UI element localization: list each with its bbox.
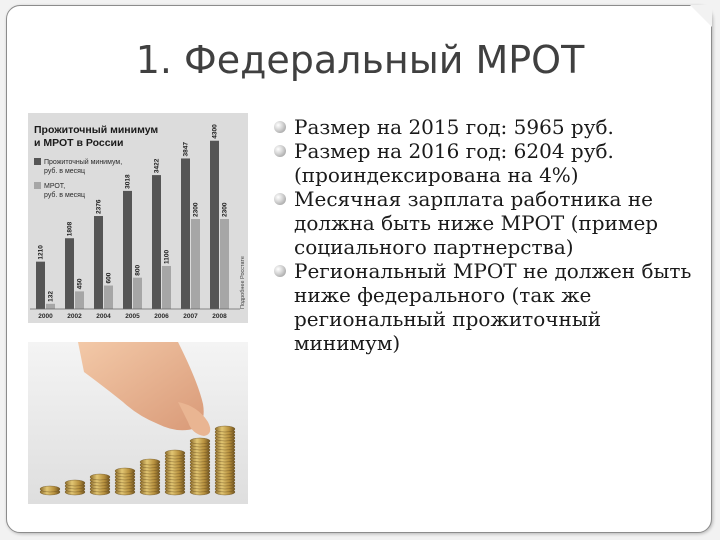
bar-minwage-2006 bbox=[162, 265, 171, 309]
bullet-icon bbox=[274, 121, 286, 133]
bar-minwage-2005 bbox=[133, 277, 142, 309]
coin bbox=[139, 458, 161, 466]
chart-bars: 1210 132 1808 450 2376 600 3018 800 3422 1100 3847… bbox=[36, 124, 229, 309]
bar-label-subsistence-2002: 1808 bbox=[67, 221, 74, 236]
chart-title-line-2: и МРОТ в России bbox=[34, 137, 123, 149]
bar-subsistence-2002 bbox=[65, 238, 74, 309]
coin bbox=[64, 479, 86, 487]
legend-subsistence-line-1: Прожиточный минимум, bbox=[44, 158, 122, 166]
bullet-item: Региональный МРОТ не должен быть ниже фе… bbox=[274, 259, 694, 355]
legend-swatch-minwage bbox=[34, 182, 41, 189]
chart-title: Прожиточный минимум и МРОТ в России bbox=[34, 124, 161, 149]
slide-title: 1. Федеральный МРОТ bbox=[135, 38, 585, 82]
bar-label-subsistence-2004: 2376 bbox=[96, 199, 103, 214]
coin bbox=[114, 467, 136, 475]
bullet-item: Месячная зарплата работника не должна бы… bbox=[274, 187, 694, 259]
coin bbox=[164, 449, 186, 457]
x-tick-label-2006: 2006 bbox=[154, 313, 169, 320]
bullet-text: Месячная зарплата работника не должна бы… bbox=[294, 187, 659, 259]
x-tick-label-2005: 2005 bbox=[125, 313, 140, 320]
coin-stacks bbox=[39, 425, 236, 496]
bar-label-subsistence-2007: 3847 bbox=[183, 142, 190, 157]
legend-minwage: МРОТ, руб. в месяц bbox=[44, 183, 85, 199]
coin bbox=[39, 485, 61, 493]
bar-subsistence-2008 bbox=[210, 140, 219, 309]
bar-subsistence-2000 bbox=[36, 261, 45, 309]
bar-minwage-2007 bbox=[191, 219, 200, 309]
legend-subsistence-line-2: руб. в месяц bbox=[44, 167, 85, 175]
bar-label-subsistence-2008: 4300 bbox=[212, 124, 219, 139]
x-tick-label-2002: 2002 bbox=[67, 313, 82, 320]
bar-label-minwage-2004: 600 bbox=[106, 272, 113, 283]
coin bbox=[189, 437, 211, 445]
legend-minwage-line-2: руб. в месяц bbox=[44, 191, 85, 199]
legend-minwage-line-1: МРОТ, bbox=[44, 183, 65, 190]
bullet-item: Размер на 2015 год: 5965 руб. bbox=[274, 115, 694, 139]
slide-corner-fold bbox=[690, 5, 712, 27]
bar-minwage-2002 bbox=[75, 291, 84, 309]
bar-label-minwage-2000: 132 bbox=[48, 291, 55, 302]
bullet-icon bbox=[274, 145, 286, 157]
bar-label-subsistence-2006: 3422 bbox=[154, 158, 161, 173]
legend-subsistence: Прожиточный минимум, руб. в месяц bbox=[44, 158, 124, 175]
bar-label-minwage-2005: 800 bbox=[135, 264, 142, 275]
chart-title-line-1: Прожиточный минимум bbox=[34, 124, 158, 136]
bullet-list: Размер на 2015 год: 5965 руб. Размер на … bbox=[274, 115, 694, 355]
legend-swatch-subsistence bbox=[34, 158, 41, 165]
bullet-text: Региональный МРОТ не должен быть ниже фе… bbox=[294, 259, 692, 355]
bullet-item: Размер на 2016 год: 6204 руб. (проиндекс… bbox=[274, 139, 694, 187]
coin bbox=[89, 473, 111, 481]
bar-minwage-2008 bbox=[220, 219, 229, 309]
x-tick-label-2008: 2008 bbox=[212, 313, 227, 320]
bar-minwage-2004 bbox=[104, 285, 113, 309]
bar-minwage-2000 bbox=[46, 303, 55, 309]
bar-label-minwage-2007: 2300 bbox=[193, 202, 200, 217]
x-tick-label-2000: 2000 bbox=[38, 313, 53, 320]
bullet-text: Размер на 2015 год: 5965 руб. bbox=[294, 115, 614, 139]
bullet-icon bbox=[274, 193, 286, 205]
bar-subsistence-2007 bbox=[181, 158, 190, 309]
bullet-icon bbox=[274, 265, 286, 277]
hand-finger bbox=[178, 402, 211, 436]
bar-label-minwage-2008: 2300 bbox=[222, 202, 229, 217]
hand-illustration bbox=[78, 342, 204, 431]
chart: Прожиточный минимум и МРОТ в России Прож… bbox=[28, 113, 248, 323]
x-tick-label-2004: 2004 bbox=[96, 313, 111, 320]
bullet-text: Размер на 2016 год: 6204 руб. (проиндекс… bbox=[294, 139, 614, 187]
bar-label-subsistence-2005: 3018 bbox=[125, 174, 132, 189]
bar-subsistence-2005 bbox=[123, 190, 132, 309]
x-tick-label-2007: 2007 bbox=[183, 313, 198, 320]
bar-subsistence-2006 bbox=[152, 175, 161, 309]
bar-subsistence-2004 bbox=[94, 216, 103, 309]
chart-source-note: Подробнее Росстате bbox=[240, 256, 246, 309]
coins-photo bbox=[28, 342, 248, 504]
coin bbox=[214, 425, 236, 433]
x-axis-labels: 2000 2002 2004 2005 2006 2007 2008 bbox=[38, 313, 227, 320]
bar-label-minwage-2006: 1100 bbox=[164, 249, 171, 263]
bar-label-subsistence-2000: 1210 bbox=[38, 245, 45, 260]
bar-label-minwage-2002: 450 bbox=[77, 278, 84, 289]
